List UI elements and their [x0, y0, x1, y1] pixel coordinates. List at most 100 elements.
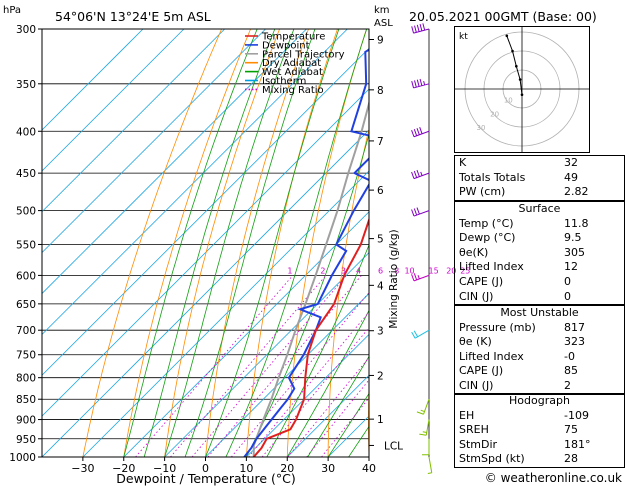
x-tick-label: 10 — [239, 462, 253, 475]
km-tick-label: 5 — [377, 234, 384, 246]
dry-adiabat-line — [123, 29, 252, 457]
surface-label: Temp (°C) — [459, 216, 514, 230]
km-tick-label: 9 — [377, 35, 384, 47]
dry-adiabat-line — [246, 29, 338, 457]
legend-label: Dewpoint — [262, 40, 310, 51]
table-row: Lifted Index 12 — [455, 260, 624, 275]
wind-barb — [411, 329, 430, 339]
hodograph-stats-title: Hodograph — [509, 394, 570, 407]
barb-flag — [422, 23, 426, 31]
barb-flag — [419, 24, 423, 32]
table-row: StmSpd (kt) 28 — [455, 452, 624, 467]
asl-label: ASL — [374, 18, 393, 29]
mixing-ratio-label: 2 — [320, 266, 325, 275]
pressure-tick-label: 300 — [16, 24, 36, 36]
mu-value: 323 — [564, 335, 585, 349]
table-row: Dewp (°C) 9.5 — [455, 231, 624, 246]
mixing-ratio-line — [207, 275, 362, 457]
mu-value: 817 — [564, 320, 585, 334]
barb-flag — [414, 80, 417, 88]
hodograph-ring-label: 20 — [490, 110, 499, 118]
barb-flag — [411, 129, 415, 137]
barb-staff — [413, 274, 430, 282]
barb-flag — [413, 170, 418, 178]
pressure-tick-label: 500 — [16, 206, 36, 218]
barb-flag — [416, 207, 420, 215]
table-row: EH -109 — [455, 409, 624, 424]
mu-value: 85 — [564, 364, 578, 378]
index-label: Totals Totals — [459, 170, 526, 184]
x-tick-label: 40 — [362, 462, 376, 475]
pressure-tick-label: 950 — [16, 434, 36, 446]
isotherm-line — [42, 88, 369, 417]
barb-flag — [411, 274, 415, 282]
isotherm-line — [42, 129, 369, 457]
surface-value: 11.8 — [564, 216, 589, 230]
wind-barb — [411, 169, 430, 180]
barb-flag — [416, 79, 420, 87]
km-tick-label: 2 — [377, 370, 384, 382]
table-row: Lifted Index -0 — [455, 350, 624, 365]
dewpoint-profile — [243, 48, 369, 457]
wind-barbs — [411, 23, 433, 474]
pressure-tick-label: 550 — [16, 239, 36, 251]
mu-value: -0 — [564, 349, 575, 363]
barb-flag — [413, 129, 418, 136]
index-label: K — [459, 156, 467, 169]
dry-adiabat-line — [286, 29, 367, 457]
legend-label: Wet Adiabat — [262, 67, 323, 78]
mixing-ratio-label: 20 — [446, 266, 456, 275]
hodograph: kt 10 20 30 — [454, 26, 590, 153]
most-unstable-title: Most Unstable — [500, 306, 579, 319]
dry-adiabat-line — [82, 29, 223, 457]
wind-barb — [411, 273, 430, 282]
barb-staff — [425, 419, 430, 436]
isotherm-line — [42, 29, 266, 254]
isotherm-line — [164, 252, 369, 457]
table-row: Temp (°C) 11.8 — [455, 217, 624, 232]
background-lines — [42, 29, 369, 457]
table-row: θe (K) 323 — [455, 335, 624, 350]
hodograph-ring-label: 10 — [504, 97, 513, 105]
mixing-ratio-label: 10 — [404, 266, 414, 275]
table-row: CAPE (J) 0 — [455, 275, 624, 290]
legend-label: Isotherm — [262, 76, 306, 87]
km-tick-label: 6 — [377, 185, 384, 197]
x-axis-label: Dewpoint / Temperature (°C) — [116, 471, 295, 486]
hodograph-trace — [506, 35, 523, 95]
x-tick-label: 30 — [321, 462, 335, 475]
table-row: CAPE (J) 85 — [455, 364, 624, 379]
hodo-label: SREH — [459, 423, 489, 437]
surface-label: CAPE (J) — [459, 274, 504, 288]
isotherm-line — [42, 29, 225, 213]
table-row: Totals Totals 49 — [455, 171, 624, 186]
datetime: 20.05.2021 00GMT (Base: 00) — [409, 9, 597, 24]
hodograph-point — [520, 93, 524, 96]
table-row: StmDir 181° — [455, 438, 624, 453]
hodograph-ring-label: 30 — [476, 124, 485, 132]
mixing-ratio-label: 8 — [394, 266, 399, 275]
hodo-value: 28 — [564, 452, 578, 466]
x-tick-label: −10 — [153, 462, 176, 475]
isotherm-line — [42, 29, 348, 335]
hodograph-plot: kt 10 20 30 — [455, 27, 589, 152]
barb-flag — [416, 411, 424, 415]
mu-label: CIN (J) — [459, 378, 494, 392]
mixing-ratio-line — [135, 275, 294, 457]
wet-adiabat-line — [184, 29, 316, 457]
barb-staff — [413, 83, 430, 89]
index-value: 49 — [564, 170, 578, 184]
mixing-ratio-line — [191, 275, 347, 457]
barb-flag — [413, 330, 419, 338]
mixing-ratio-label: 15 — [429, 266, 439, 275]
pressure-tick-label: 1000 — [9, 452, 36, 464]
x-tick-label: 20 — [280, 462, 294, 475]
surface-value: 305 — [564, 245, 585, 259]
table-row: SREH 75 — [455, 423, 624, 438]
surface-label: CIN (J) — [459, 289, 494, 303]
barb-staff — [413, 172, 430, 180]
index-value: 32 — [564, 156, 578, 169]
legend-label: Temperature — [261, 32, 325, 43]
barb-flag — [416, 128, 420, 135]
surface-title: Surface — [518, 202, 561, 215]
